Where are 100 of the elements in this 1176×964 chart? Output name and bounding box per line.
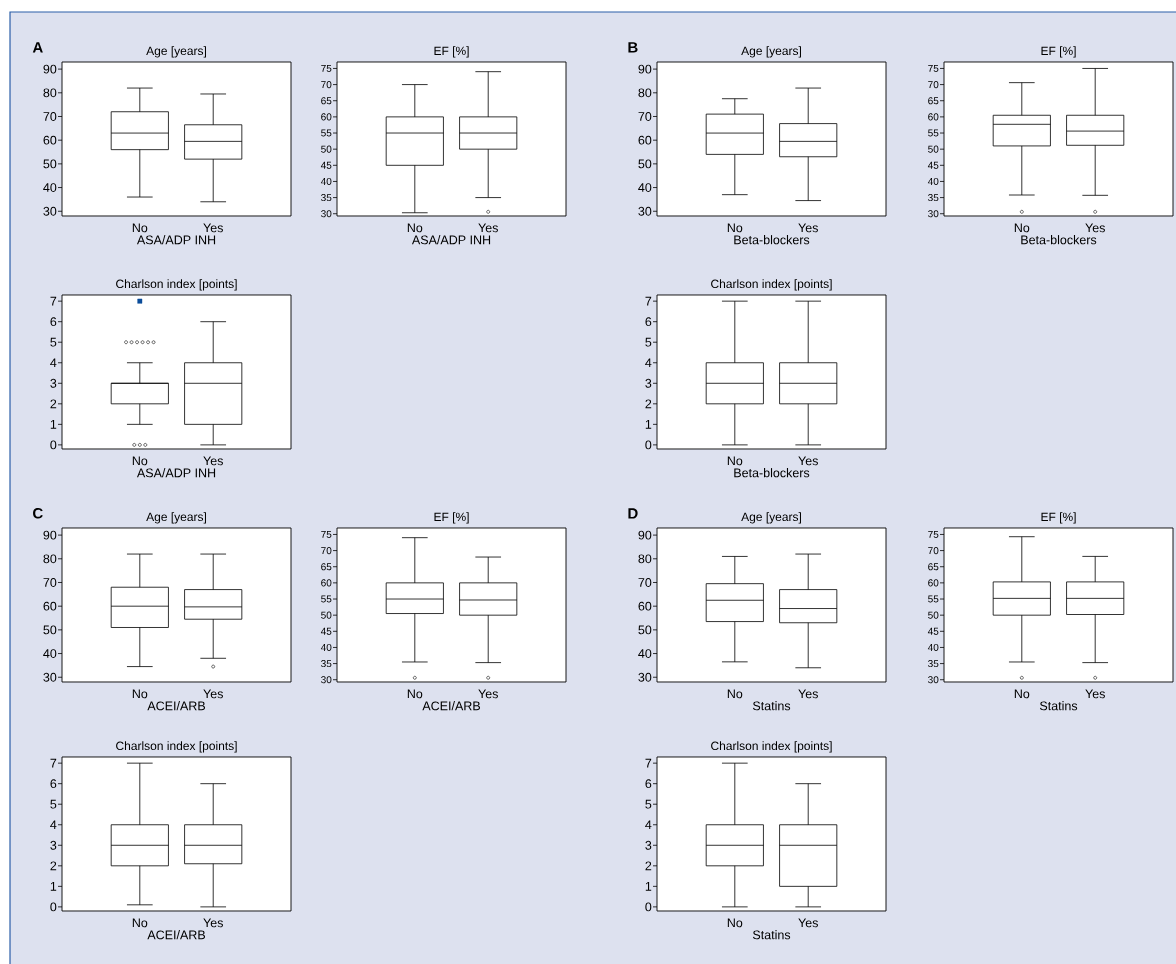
y-tick-label: 35	[321, 194, 332, 202]
y-tick-label: 30	[321, 210, 332, 218]
y-tick-label: 60	[638, 135, 652, 145]
y-tick-label: 5	[645, 337, 652, 347]
y-tick-label: 75	[928, 64, 939, 72]
x-tick-label: Yes	[203, 918, 223, 928]
y-tick-label: 80	[638, 554, 652, 564]
x-tick-label: No	[727, 918, 743, 928]
y-tick-label: 40	[927, 643, 939, 651]
y-tick-label: 3	[645, 378, 652, 388]
x-axis-title: Beta-blockers	[1021, 235, 1097, 245]
y-tick-label: 6	[645, 317, 652, 327]
y-tick-label: 50	[638, 625, 652, 635]
x-axis-title: Beta-blockers	[734, 235, 810, 245]
x-axis-title: Statins	[1039, 701, 1078, 711]
y-tick-label: 3	[50, 378, 57, 388]
y-tick-label: 45	[927, 161, 939, 169]
y-tick-label: 3	[645, 840, 652, 850]
y-tick-label: 4	[50, 820, 57, 830]
x-tick-label: Yes	[1085, 223, 1105, 233]
y-tick-label: 75	[321, 530, 332, 538]
y-tick-label: 55	[928, 129, 939, 137]
y-tick-label: 60	[928, 579, 939, 587]
y-tick-label: 50	[928, 145, 939, 153]
text: D	[628, 508, 638, 519]
y-tick-label: 1	[50, 420, 57, 429]
y-tick-label: 2	[645, 861, 652, 871]
x-tick-label: No	[132, 918, 148, 928]
y-tick-label: 0	[50, 440, 57, 450]
y-tick-label: 45	[320, 161, 332, 169]
y-tick-label: 90	[43, 530, 57, 540]
y-tick-label: 50	[928, 611, 939, 619]
y-tick-label: 75	[928, 530, 939, 538]
x-tick-label: No	[132, 689, 148, 699]
y-tick-label: 70	[43, 112, 57, 121]
y-tick-label: 40	[43, 183, 57, 192]
y-tick-label: 60	[43, 601, 57, 611]
x-tick-label: Yes	[478, 223, 498, 233]
chart-title: EF [%]	[434, 512, 469, 524]
x-axis-title: ASA/ADP INH	[411, 235, 491, 245]
y-tick-label: 50	[43, 625, 57, 635]
chart-title: Age [years]	[146, 512, 206, 524]
y-tick-label: 50	[321, 611, 332, 619]
y-tick-label: 3	[50, 840, 57, 850]
x-axis-title: Statins	[752, 930, 791, 940]
y-tick-label: 60	[321, 579, 332, 587]
x-tick-label: Yes	[203, 689, 223, 699]
y-tick-label: 2	[645, 399, 652, 409]
y-tick-label: 70	[638, 578, 652, 587]
y-tick-label: 70	[928, 81, 939, 89]
y-tick-label: 40	[320, 177, 332, 185]
y-tick-label: 55	[321, 595, 332, 603]
y-tick-label: 65	[928, 563, 939, 571]
y-tick-label: 45	[927, 627, 939, 635]
y-tick-label: 7	[50, 296, 57, 306]
y-tick-label: 5	[645, 799, 652, 809]
y-tick-label: 7	[645, 296, 652, 306]
chart-title: Charlson index [points]	[711, 741, 832, 753]
y-tick-label: 30	[43, 206, 57, 216]
x-tick-label: No	[727, 456, 743, 466]
y-tick-label: 40	[927, 177, 939, 185]
y-tick-label: 6	[50, 317, 57, 327]
x-tick-label: Yes	[798, 223, 818, 233]
x-axis-title: Statins	[752, 701, 791, 711]
y-tick-label: 30	[321, 676, 332, 684]
chart-title: Age [years]	[741, 512, 801, 524]
y-tick-label: 80	[43, 554, 57, 564]
y-tick-label: 65	[928, 97, 939, 105]
x-tick-label: No	[407, 223, 423, 233]
x-tick-label: Yes	[203, 456, 223, 466]
y-tick-label: 80	[43, 88, 57, 98]
y-tick-label: 30	[928, 210, 939, 218]
chart-title: Charlson index [points]	[116, 279, 237, 291]
x-tick-label: Yes	[798, 456, 818, 466]
y-tick-label: 1	[645, 882, 652, 891]
y-tick-label: 0	[645, 440, 652, 450]
y-tick-label: 65	[321, 563, 332, 571]
y-tick-label: 5	[50, 799, 57, 809]
chart-title: EF [%]	[1041, 46, 1076, 58]
y-tick-label: 4	[50, 358, 57, 368]
y-tick-label: 0	[645, 902, 652, 912]
chart-title: Age [years]	[146, 46, 206, 58]
x-tick-label: No	[132, 223, 148, 233]
y-tick-label: 4	[645, 358, 652, 368]
y-tick-label: 60	[43, 135, 57, 145]
x-tick-label: No	[407, 689, 423, 699]
x-tick-label: Yes	[478, 689, 498, 699]
text: C	[33, 507, 43, 519]
y-tick-label: 70	[321, 547, 332, 555]
y-tick-label: 7	[50, 758, 57, 768]
y-tick-label: 6	[50, 779, 57, 789]
y-tick-label: 45	[320, 627, 332, 635]
y-tick-label: 60	[638, 601, 652, 611]
x-tick-label: No	[727, 689, 743, 699]
y-tick-label: 40	[320, 643, 332, 651]
y-tick-label: 70	[638, 112, 652, 121]
y-tick-label: 35	[321, 660, 332, 668]
y-tick-label: 2	[50, 861, 57, 871]
y-tick-label: 40	[43, 649, 57, 658]
y-tick-label: 40	[638, 183, 652, 192]
